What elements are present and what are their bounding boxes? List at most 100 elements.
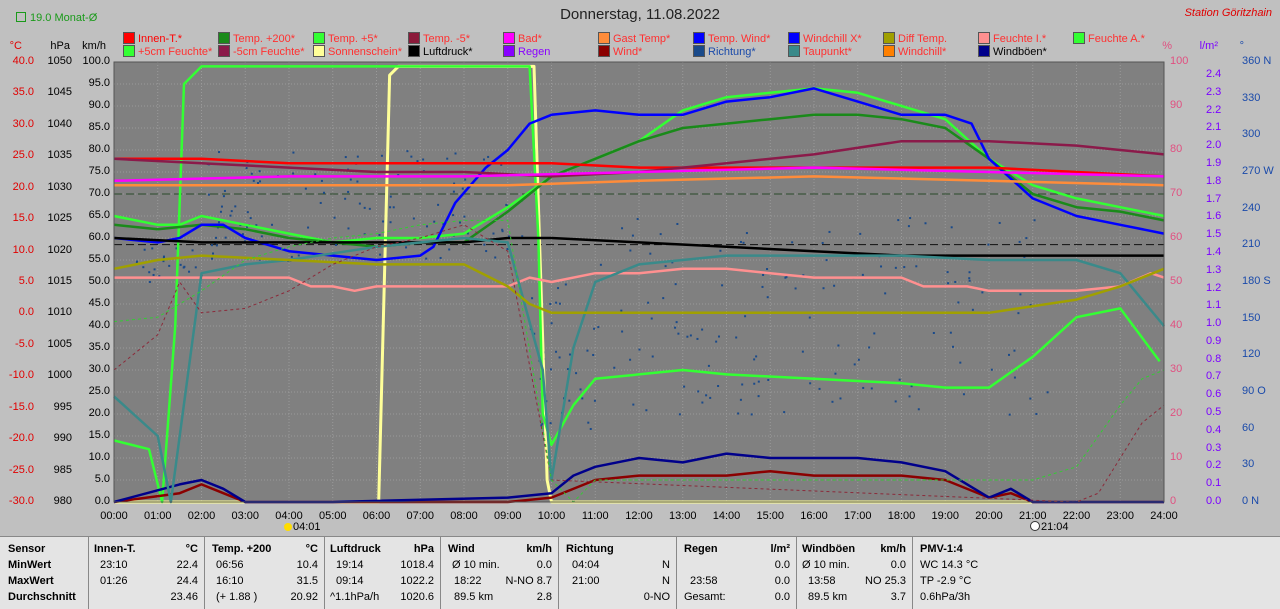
kmh-unit: km/h	[82, 40, 106, 52]
percent-tick-label: 10	[1170, 451, 1183, 463]
direction-tick-label: 90 O	[1242, 385, 1266, 397]
direction-point	[458, 221, 461, 224]
direction-point	[500, 163, 503, 166]
kmh-tick-label: 95.0	[88, 77, 110, 89]
direction-point	[894, 400, 897, 403]
rain-tick-label: 1.1	[1206, 299, 1222, 312]
rain-tick-label: 0.4	[1206, 423, 1222, 436]
cell: TP -2.9 °C	[920, 575, 972, 587]
legend-item[interactable]: Feuchte A.*	[1073, 32, 1145, 45]
legend-item[interactable]: Richtung*	[693, 45, 756, 58]
hpa-tick-label: 1030	[47, 180, 72, 193]
direction-point	[744, 315, 747, 318]
direction-point	[750, 413, 753, 416]
direction-point	[917, 408, 920, 411]
direction-point	[446, 157, 449, 160]
kmh-tick-label: 85.0	[88, 121, 110, 133]
direction-point	[249, 217, 252, 220]
legend-item[interactable]: Wind*	[598, 45, 642, 58]
direction-point	[755, 355, 758, 358]
rain-tick-label: 1.2	[1206, 281, 1222, 294]
month-average-checkbox[interactable]	[16, 12, 26, 22]
time-tick-label: 21:00	[1018, 510, 1047, 522]
direction-point	[410, 155, 413, 158]
legend-item[interactable]: +5cm Feuchte*	[123, 45, 212, 58]
direction-point	[825, 259, 828, 262]
legend-item[interactable]: -5cm Feuchte*	[218, 45, 305, 58]
kmh-tick-label: 45.0	[88, 297, 110, 309]
legend-item[interactable]: Feuchte I.*	[978, 32, 1046, 45]
direction-tick-label: 330	[1242, 91, 1261, 104]
direction-point	[599, 263, 602, 266]
direction-tick-label: 240	[1242, 201, 1261, 214]
legend-item[interactable]: Windchill X*	[788, 32, 862, 45]
legend-item[interactable]: Diff Temp.	[883, 32, 947, 45]
legend-item[interactable]: Sonnenschein*	[313, 45, 402, 58]
cell: 19:14	[336, 559, 364, 571]
direction-point	[593, 327, 596, 330]
direction-point	[482, 158, 485, 161]
temp-tick-label: 40.0	[12, 55, 34, 67]
direction-point	[148, 271, 151, 274]
direction-point	[356, 155, 359, 158]
rain-tick-label: 0.7	[1206, 370, 1222, 383]
rain-tick-label: 0.5	[1206, 406, 1222, 419]
direction-point	[433, 220, 436, 223]
cell: 89.5 km	[454, 591, 494, 603]
cell: 23:58	[690, 575, 718, 587]
cell: 21:00	[572, 575, 600, 587]
direction-point	[981, 291, 984, 294]
direction-point	[454, 152, 457, 155]
legend-item[interactable]: Windchill*	[883, 45, 946, 58]
direction-point	[223, 189, 226, 192]
direction-point	[558, 302, 561, 305]
kmh-tick-label: 40.0	[88, 319, 110, 331]
direction-point	[217, 221, 220, 224]
legend-item[interactable]: Taupunkt*	[788, 45, 852, 58]
col-header: Richtung	[566, 543, 614, 555]
direction-point	[791, 241, 794, 244]
col-luftdruck: Luftdruck hPa 19:14 1018.4 09:14 1022.2 …	[324, 537, 441, 609]
direction-point	[229, 214, 232, 217]
direction-tick-label: 180 S	[1242, 275, 1271, 287]
direction-tick-label: 210	[1242, 238, 1261, 251]
temp-tick-label: -25.0	[8, 463, 34, 476]
legend-swatch	[978, 32, 990, 44]
direction-point	[821, 241, 824, 244]
direction-point	[629, 358, 632, 361]
hpa-tick-label: 995	[53, 400, 72, 413]
legend-item[interactable]: Temp. +5*	[313, 32, 378, 45]
direction-point	[378, 233, 381, 236]
direction-point	[638, 348, 641, 351]
direction-point	[214, 236, 217, 239]
legend-item[interactable]: Innen-T.*	[123, 32, 182, 45]
direction-point	[1013, 349, 1016, 352]
cell: 24.4	[176, 575, 198, 587]
cell: 06:56	[216, 559, 244, 571]
rain-tick-label: 1.4	[1206, 245, 1222, 258]
direction-point	[894, 266, 897, 269]
direction-point	[143, 248, 146, 251]
cell: NO 25.3	[865, 575, 906, 587]
legend-swatch	[788, 32, 800, 44]
direction-point	[718, 335, 721, 338]
legend-item[interactable]: Temp. -5*	[408, 32, 470, 45]
direction-point	[549, 368, 552, 371]
direction-point	[257, 182, 260, 185]
legend-item[interactable]: Bad*	[503, 32, 542, 45]
direction-point	[255, 224, 258, 227]
legend-item[interactable]: Luftdruck*	[408, 45, 473, 58]
legend-item[interactable]: Temp. +200*	[218, 32, 295, 45]
legend-item[interactable]: Temp. Wind*	[693, 32, 770, 45]
direction-point	[592, 353, 595, 356]
hpa-tick-label: 990	[53, 432, 72, 445]
direction-point	[540, 424, 543, 427]
legend-item[interactable]: Windböen*	[978, 45, 1047, 58]
time-tick-label: 00:00	[100, 510, 128, 522]
temp-tick-label: -20.0	[8, 432, 34, 445]
direction-point	[148, 280, 151, 283]
legend-item[interactable]: Regen	[503, 45, 550, 58]
legend-item[interactable]: Gast Temp*	[598, 32, 670, 45]
col-wind: Wind km/h Ø 10 min. 0.0 18:22 N-NO 8.7 8…	[440, 537, 559, 609]
hpa-tick-label: 985	[53, 463, 72, 476]
